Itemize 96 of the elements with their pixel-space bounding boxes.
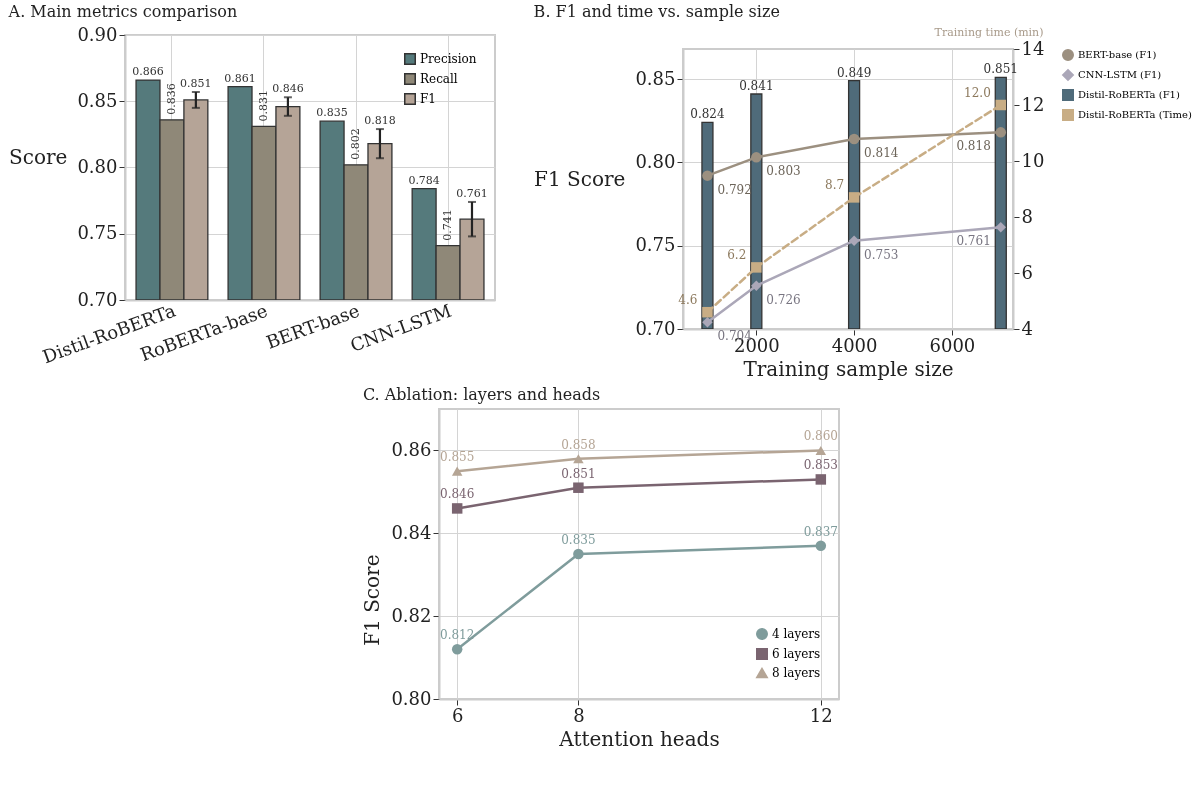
- legend-label: 6 layers: [771, 647, 820, 661]
- data-label: 8.7: [825, 178, 845, 193]
- x-axis-title: Training sample size: [743, 356, 954, 381]
- y-tick-label: 0.80: [77, 156, 118, 177]
- point: [451, 644, 462, 655]
- data-label: 0.853: [803, 458, 838, 473]
- y2-tick-label: 14: [1021, 37, 1045, 59]
- data-label: 0.855: [439, 450, 474, 465]
- data-label: 0.814: [864, 146, 899, 160]
- y-tick-label: 0.84: [390, 521, 431, 543]
- x-tick-label: 6000: [929, 334, 976, 356]
- chart-title: C. Ablation: layers and heads: [362, 385, 600, 404]
- y-tick-label: 0.82: [390, 604, 431, 626]
- data-label: 0.835: [316, 106, 348, 120]
- data-label: 0.818: [364, 114, 396, 128]
- data-label: 0.824: [690, 107, 725, 122]
- y-tick-label: 0.70: [635, 317, 676, 339]
- point: [995, 127, 1007, 138]
- data-label: 0.802: [349, 128, 363, 160]
- data-label: 0.849: [836, 65, 872, 80]
- point: [848, 235, 860, 246]
- point: [751, 262, 762, 273]
- point: [572, 482, 584, 493]
- data-label: 0.860: [803, 429, 838, 444]
- data-label: 12.0: [964, 86, 991, 100]
- y-tick-label: 0.90: [77, 23, 118, 45]
- y-tick-label: 0.80: [635, 150, 676, 172]
- y2-tick-label: 4: [1021, 317, 1033, 339]
- data-label: 0.851: [983, 62, 1018, 77]
- point: [815, 540, 826, 551]
- y2-tick-label: 12: [1021, 93, 1045, 115]
- y-tick-label: 0.85: [635, 67, 676, 89]
- y-axis-title: Score: [9, 145, 68, 169]
- x-axis-title: Attention heads: [557, 726, 720, 751]
- legend-label: 8 layers: [771, 666, 820, 680]
- point: [995, 99, 1007, 111]
- point: [572, 548, 584, 560]
- data-label: 0.841: [739, 79, 774, 93]
- point: [751, 280, 762, 291]
- y-axis-title: F1 Score: [534, 166, 626, 191]
- chart-title: A. Main metrics comparison: [7, 2, 238, 21]
- x-tick-label: 6: [451, 704, 463, 726]
- chart-title: B. F1 and time vs. sample size: [533, 2, 780, 21]
- legend-label: F1: [420, 92, 436, 106]
- y-tick-label: 0.80: [390, 687, 431, 709]
- data-label: 0.851: [180, 76, 212, 90]
- y-tick-label: 0.75: [635, 234, 676, 256]
- data-label: 0.784: [408, 173, 440, 187]
- y2-tick-label: 8: [1021, 205, 1033, 227]
- data-label: 6.2: [727, 248, 747, 263]
- data-label: 0.837: [803, 524, 838, 539]
- x-tick-label: 12: [809, 704, 833, 726]
- data-label: 0.851: [560, 466, 596, 481]
- point: [995, 222, 1007, 233]
- point: [451, 466, 462, 476]
- data-label: 4.6: [678, 293, 698, 308]
- legend-label: CNN-LSTM (F1): [1078, 69, 1162, 80]
- point: [572, 454, 584, 464]
- y-tick-label: 0.70: [77, 288, 118, 310]
- y-tick-label: 0.85: [77, 89, 118, 111]
- legend-label: Distil-RoBERTa (Time): [1078, 109, 1192, 120]
- y-tick-label: 0.75: [77, 222, 118, 244]
- data-label: 0.861: [224, 71, 256, 85]
- legend-label: Recall: [420, 72, 458, 86]
- x-tick-label: 4000: [831, 334, 878, 356]
- legend-label: 4 layers: [771, 627, 820, 641]
- data-label: 0.858: [560, 437, 596, 452]
- y2-tick-label: 6: [1021, 261, 1033, 283]
- x-tick-label: 8: [572, 704, 585, 726]
- data-label: 0.761: [456, 186, 488, 200]
- data-label: 0.831: [256, 89, 270, 122]
- data-label: 0.836: [164, 83, 178, 115]
- data-label: 0.835: [560, 533, 596, 547]
- point: [848, 133, 860, 145]
- legend-label: Precision: [420, 52, 477, 66]
- legend-label: Distil-RoBERTa (F1): [1078, 89, 1180, 100]
- y2-tick-label: 10: [1021, 149, 1045, 171]
- data-label: 0.753: [864, 247, 899, 262]
- data-label: 0.803: [766, 164, 801, 179]
- legend-label: BERT-base (F1): [1078, 49, 1157, 60]
- data-label: 0.818: [956, 139, 991, 154]
- data-label: 0.866: [132, 65, 164, 79]
- y2-axis-title: Training time (min): [934, 25, 1044, 39]
- data-label: 0.741: [441, 209, 455, 241]
- point: [815, 445, 826, 455]
- point: [451, 503, 462, 514]
- data-label: 0.846: [272, 82, 304, 96]
- data-label: 0.812: [439, 628, 474, 643]
- data-label: 0.726: [766, 292, 801, 307]
- data-label: 0.846: [439, 487, 474, 502]
- point: [751, 152, 762, 163]
- point: [815, 474, 826, 485]
- data-label: 0.761: [956, 234, 991, 249]
- y-axis-title: F1 Score: [359, 554, 384, 646]
- point: [848, 192, 860, 203]
- y-tick-label: 0.86: [390, 438, 431, 460]
